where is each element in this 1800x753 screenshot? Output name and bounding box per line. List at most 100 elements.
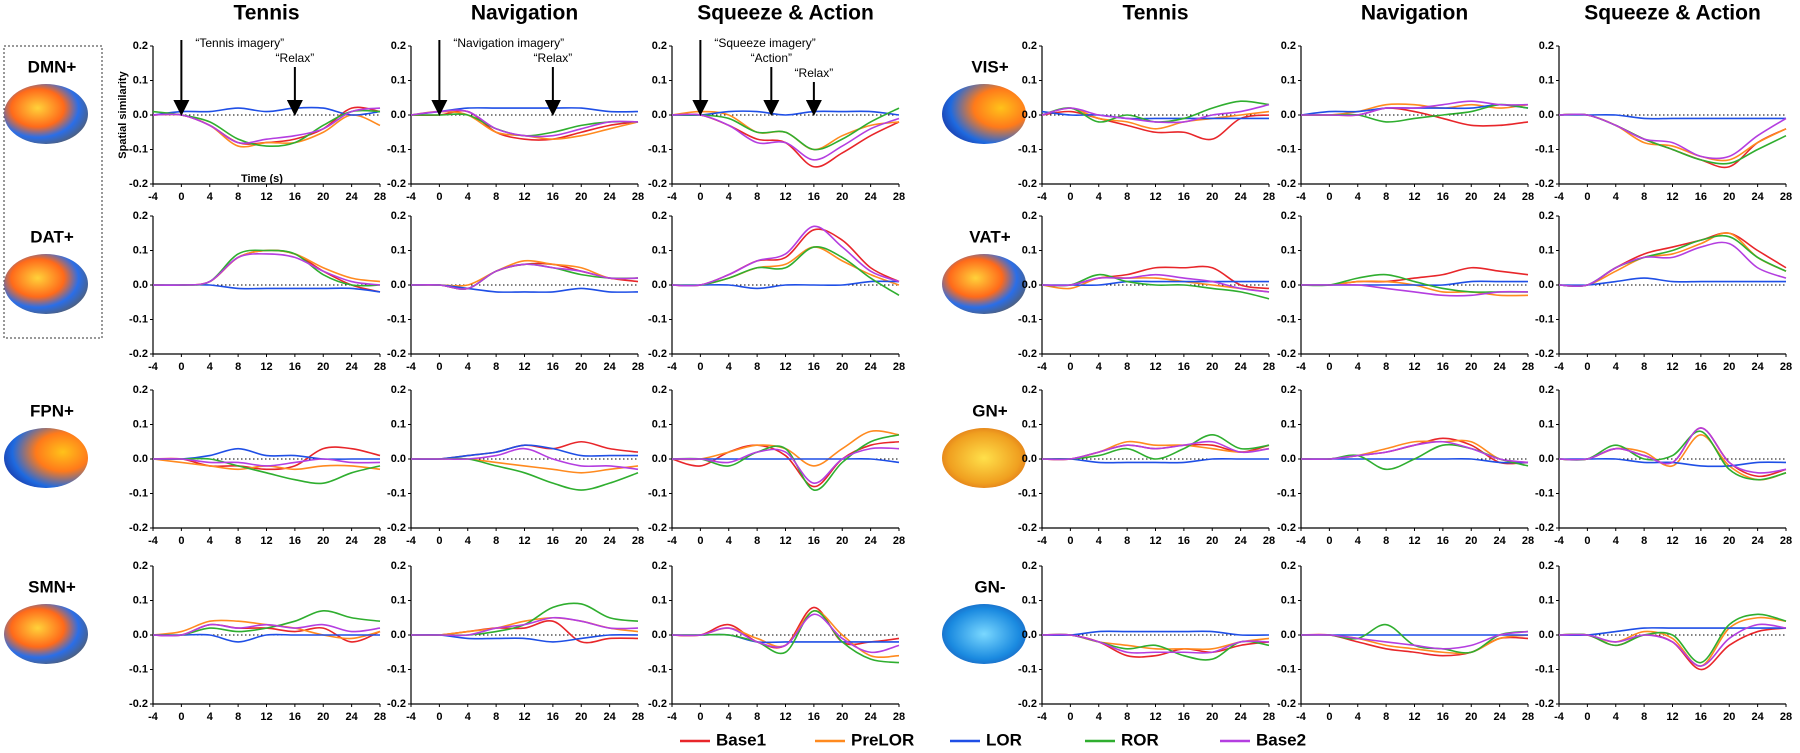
- series-line: [1558, 113, 1787, 162]
- x-tick-label: 24: [1235, 361, 1248, 373]
- x-tick-label: 28: [893, 711, 905, 723]
- x-tick-label: 0: [1067, 361, 1073, 373]
- y-tick-label: -0.2: [1277, 178, 1296, 190]
- x-tick-label: 28: [374, 535, 386, 547]
- series-line: [1041, 273, 1270, 300]
- x-tick-label: 0: [436, 361, 442, 373]
- x-tick-label: 12: [260, 191, 272, 203]
- x-tick-label: 4: [1096, 711, 1103, 723]
- x-tick-label: -4: [1554, 535, 1565, 547]
- panel: -0.2 -0.1 0.0 0.1 0.2 -4 0 4 8 12 16 20 24 28: [1535, 40, 1792, 203]
- series-line: [152, 457, 381, 467]
- x-tick-label: 28: [632, 711, 644, 723]
- x-tick-label: 20: [1465, 361, 1477, 373]
- y-tick-label: 0.1: [1539, 244, 1554, 256]
- series-line: [671, 225, 900, 287]
- brain-icon: [4, 428, 88, 488]
- x-tick-label: 24: [346, 711, 359, 723]
- x-tick-label: 12: [1408, 191, 1420, 203]
- series-line: [1558, 430, 1787, 481]
- x-tick-label: 24: [865, 535, 878, 547]
- x-tick-label: 20: [836, 191, 848, 203]
- series-line: [153, 457, 381, 485]
- x-tick-label: 16: [1178, 191, 1190, 203]
- x-tick-label: -4: [1296, 361, 1307, 373]
- y-tick-label: 0.0: [133, 109, 148, 121]
- x-tick-label: 24: [1494, 191, 1507, 203]
- x-tick-label: 8: [754, 361, 760, 373]
- series-line: [411, 447, 639, 471]
- x-tick-label: -4: [1037, 191, 1048, 203]
- panel: -0.2 -0.1 0.0 0.1 0.2 -4 0 4 8 12 16 20 24 28: [387, 560, 644, 723]
- y-tick-label: 0.0: [391, 629, 406, 641]
- x-tick-label: 28: [1263, 361, 1275, 373]
- x-tick-label: -4: [406, 711, 417, 723]
- panel: -0.2 -0.1 0.0 0.1 0.2 -4 0 4 8 12 16 20 24 28: [129, 210, 386, 373]
- x-tick-label: -4: [667, 361, 678, 373]
- x-tick-label: 16: [808, 191, 820, 203]
- y-tick-label: 0.0: [1281, 453, 1296, 465]
- x-tick-label: 16: [1178, 535, 1190, 547]
- y-tick-label: -0.2: [1018, 698, 1037, 710]
- y-tick-label: 0.2: [1281, 384, 1296, 396]
- series-line: [672, 280, 900, 290]
- y-tick-label: 0.1: [133, 74, 148, 86]
- x-tick-label: 12: [1408, 535, 1420, 547]
- x-tick-label: 20: [1465, 535, 1477, 547]
- y-tick-label: -0.2: [648, 698, 667, 710]
- annotation: “Relax”: [276, 51, 315, 65]
- y-tick-label: 0.1: [652, 418, 667, 430]
- column-title: Navigation: [1361, 2, 1468, 25]
- column-title: Squeeze & Action: [697, 2, 874, 25]
- series-line: [671, 110, 900, 117]
- series-line: [1558, 613, 1787, 664]
- series-line: [671, 447, 900, 484]
- y-tick-label: 0.0: [1539, 109, 1554, 121]
- brain-icon: [4, 84, 88, 144]
- x-tick-label: 0: [697, 711, 703, 723]
- x-tick-label: 28: [1522, 191, 1534, 203]
- x-tick-label: 0: [436, 711, 442, 723]
- x-tick-label: 24: [1752, 191, 1765, 203]
- y-tick-label: 0.2: [652, 384, 667, 396]
- x-tick-label: 28: [632, 535, 644, 547]
- y-tick-label: 0.2: [652, 560, 667, 572]
- x-tick-label: 0: [1584, 191, 1590, 203]
- y-tick-label: 0.1: [652, 244, 667, 256]
- y-tick-label: 0.1: [1539, 418, 1554, 430]
- y-tick-label: 0.1: [133, 594, 148, 606]
- y-tick-label: -0.1: [1535, 663, 1554, 675]
- series-line: [411, 457, 639, 491]
- y-tick-label: -0.2: [1535, 698, 1554, 710]
- series-line: [1041, 633, 1270, 654]
- series-line: [410, 440, 639, 461]
- y-tick-label: 0.2: [1539, 40, 1554, 52]
- series-line: [153, 283, 381, 293]
- y-tick-label: -0.2: [387, 178, 406, 190]
- x-tick-label: 0: [1584, 361, 1590, 373]
- x-tick-label: 0: [178, 711, 184, 723]
- x-tick-label: 0: [178, 191, 184, 203]
- series-line: [672, 457, 900, 464]
- x-tick-label: 16: [1178, 711, 1190, 723]
- panel: -0.2 -0.1 0.0 0.1 0.2 -4 0 4 8 12 16 20 24 28: [1018, 40, 1275, 203]
- y-tick-label: -0.1: [387, 663, 406, 675]
- x-tick-label: -4: [148, 191, 159, 203]
- annotation: “Relax”: [795, 66, 834, 80]
- y-tick-label: 0.2: [133, 384, 148, 396]
- legend-label: Base2: [1256, 730, 1306, 749]
- x-tick-label: 16: [1695, 361, 1707, 373]
- x-tick-label: 16: [1695, 711, 1707, 723]
- x-tick-label: -4: [667, 711, 678, 723]
- x-tick-label: -4: [1554, 191, 1565, 203]
- y-tick-label: -0.1: [1277, 313, 1296, 325]
- series-line: [152, 446, 381, 471]
- y-tick-label: 0.0: [652, 109, 667, 121]
- column-title: Squeeze & Action: [1584, 2, 1761, 25]
- y-tick-label: -0.2: [1018, 522, 1037, 534]
- series-line: [1558, 623, 1787, 667]
- x-tick-label: 8: [1124, 711, 1130, 723]
- x-tick-label: 24: [1752, 711, 1765, 723]
- x-tick-label: 12: [1149, 191, 1161, 203]
- x-tick-label: 20: [1206, 191, 1218, 203]
